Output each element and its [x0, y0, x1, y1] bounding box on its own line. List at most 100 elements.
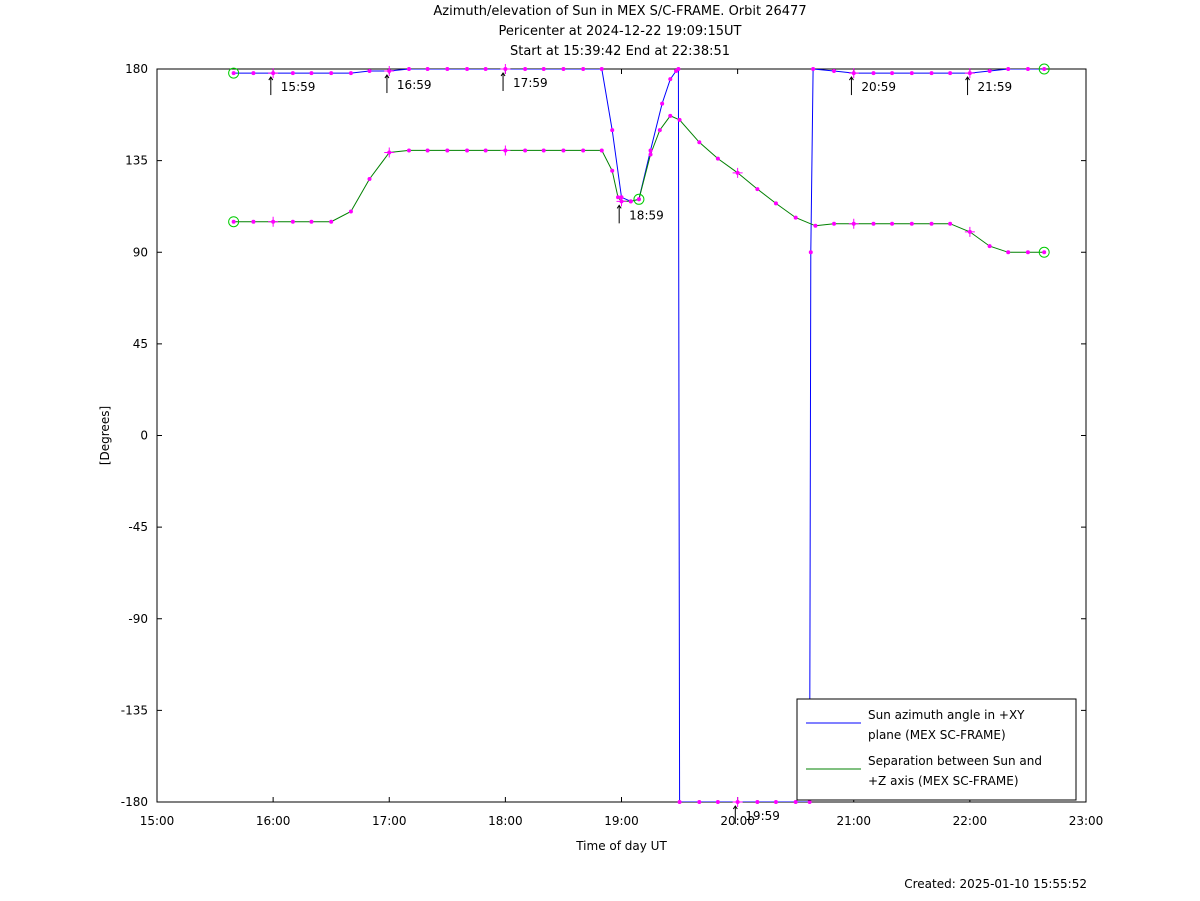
hour-cross-marker [964, 68, 975, 79]
data-point [348, 71, 353, 76]
x-tick-label: 21:00 [836, 814, 871, 828]
data-point [523, 67, 528, 71]
endpoint-circle-marker [1038, 63, 1050, 75]
data-point [677, 117, 682, 122]
data-point [425, 67, 430, 71]
data-point [811, 67, 816, 71]
data-point [561, 67, 566, 71]
x-axis-label: Time of day UT [575, 839, 667, 853]
data-point [1025, 67, 1030, 71]
y-tick-label: -180 [121, 795, 148, 809]
annotation-label: 21:59 [978, 80, 1013, 94]
data-point [773, 201, 778, 206]
endpoint-circle-marker [1038, 246, 1050, 258]
annotation-layer: 15:59 16:59 17:59 18:59 19:59 20:59 21:59 [268, 72, 1013, 824]
data-point [636, 197, 641, 202]
x-tick-label: 15:00 [140, 814, 175, 828]
data-point [793, 800, 798, 804]
data-point [309, 219, 314, 224]
data-point [309, 71, 314, 76]
data-point [660, 101, 665, 106]
annotation-arrow [965, 76, 970, 81]
data-point [425, 148, 430, 153]
data-point [1025, 250, 1030, 255]
data-point [755, 187, 760, 192]
annotation-label: 19:59 [745, 809, 780, 823]
data-point [808, 250, 813, 255]
data-point [231, 71, 236, 76]
annotation-arrow [732, 805, 738, 810]
y-tick-label: 0 [140, 429, 148, 443]
hour-cross-marker [500, 64, 511, 74]
data-point [367, 69, 372, 74]
data-point [1042, 250, 1047, 255]
y-tick-label: 135 [125, 154, 148, 168]
hour-cross-marker [500, 145, 511, 156]
data-point [668, 113, 673, 118]
data-point [445, 67, 450, 71]
data-point [677, 800, 682, 804]
data-point [610, 168, 615, 173]
annotation-arrow [268, 76, 274, 81]
data-point [929, 71, 934, 76]
data-point [483, 148, 488, 153]
y-tick-label: -135 [121, 703, 148, 717]
data-point [871, 71, 876, 76]
x-tick-label: 17:00 [372, 814, 407, 828]
data-point [251, 71, 256, 76]
legend-label-2: Separation between Sun and [868, 754, 1042, 768]
plot-frame [156, 68, 1087, 803]
hour-cross-marker [268, 68, 279, 79]
data-point [697, 800, 702, 804]
data-point [465, 67, 470, 71]
annotation-label: 16:59 [397, 78, 432, 92]
chart-title-line-2: Pericenter at 2024-12-22 19:09:15UT [498, 24, 742, 39]
data-point [871, 221, 876, 226]
data-point [715, 800, 720, 804]
data-point [251, 219, 256, 224]
data-point [793, 215, 798, 220]
series-line-2 [233, 115, 1045, 253]
data-point [807, 800, 812, 804]
data-point [329, 71, 334, 76]
hour-cross-marker [268, 216, 279, 227]
chart-title-line-1: Azimuth/elevation of Sun in MEX S/C-FRAM… [433, 4, 807, 19]
data-point [541, 148, 546, 153]
annotation-arrow [500, 72, 506, 77]
hour-cross-marker [732, 167, 743, 178]
data-point [1042, 67, 1047, 71]
data-point [832, 69, 837, 74]
data-point [290, 219, 295, 224]
data-point [616, 195, 621, 200]
data-point [890, 221, 895, 226]
annotation-label: 18:59 [629, 208, 664, 222]
endpoint-circle-marker [228, 216, 240, 228]
data-point [406, 67, 411, 71]
data-point [987, 69, 992, 74]
data-point [657, 128, 662, 133]
data-point [541, 67, 546, 71]
y-axis-label: [Degrees] [98, 406, 112, 465]
x-tick-label: 22:00 [953, 814, 988, 828]
hour-cross-marker [964, 226, 975, 237]
legend: Sun azimuth angle in +XY plane (MEX SC-FR… [796, 698, 1077, 801]
axes: 15:00 16:00 17:00 18:00 19:00 20:00 21:00 22:00… [98, 62, 1103, 853]
data-point [909, 221, 914, 226]
data-point [676, 67, 681, 71]
hour-cross-marker [384, 66, 395, 77]
annotation-label: 17:59 [513, 76, 548, 90]
y-tick-label: -45 [128, 520, 148, 534]
hour-cross-marker [732, 797, 743, 807]
series-line-1 [233, 69, 1045, 802]
y-tick-label: -90 [128, 612, 148, 626]
x-tick-label: 18:00 [488, 814, 523, 828]
endpoint-circle-marker [228, 67, 240, 79]
data-point [715, 156, 720, 161]
data-point [628, 199, 633, 204]
data-point [832, 221, 837, 226]
legend-label-1: Sun azimuth angle in +XY [868, 708, 1025, 722]
x-tick-label: 19:00 [604, 814, 639, 828]
data-point [231, 219, 236, 224]
data-point [948, 71, 953, 76]
